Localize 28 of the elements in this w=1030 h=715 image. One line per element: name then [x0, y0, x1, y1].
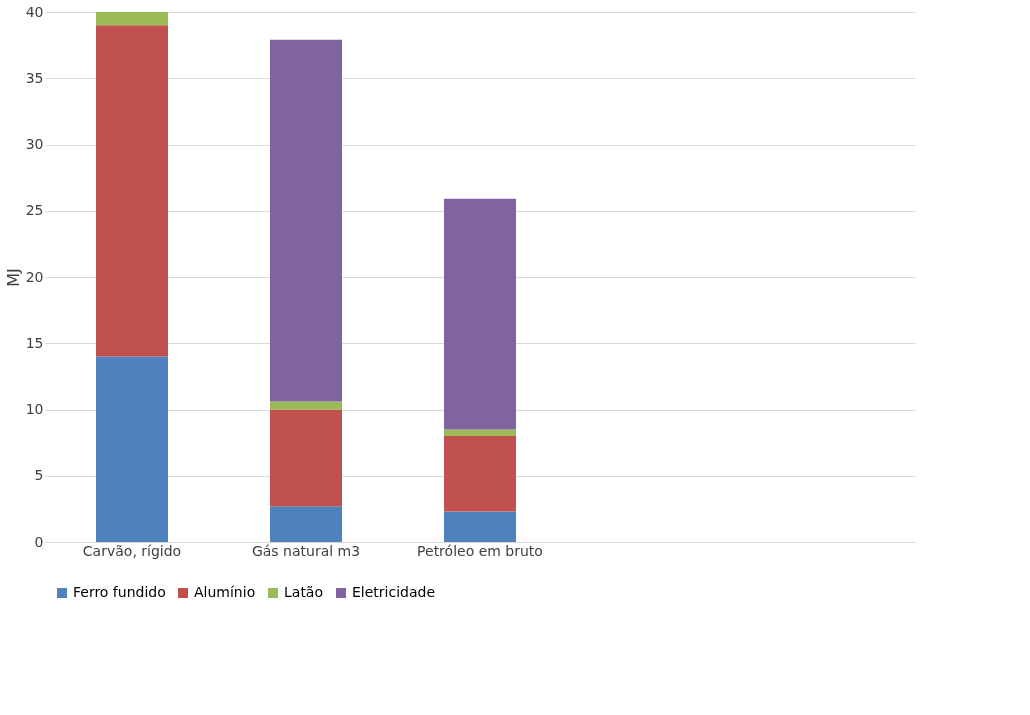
bar — [270, 506, 342, 542]
y-tick-label: 0 — [34, 533, 44, 550]
legend-label: Alumínio — [194, 584, 256, 600]
bar — [270, 39, 342, 402]
bar — [96, 356, 168, 542]
y-tick-label: 25 — [25, 202, 44, 219]
bar — [270, 401, 342, 410]
y-tick-label: 35 — [25, 69, 44, 86]
y-tick-label: 5 — [34, 467, 44, 484]
bar — [444, 436, 516, 512]
y-tick-label: 10 — [25, 401, 44, 417]
y-tick-label: 40 — [25, 3, 44, 20]
y-tick-label: 30 — [25, 136, 44, 152]
y-axis-title: MJ — [3, 268, 23, 287]
bar — [444, 429, 516, 436]
y-tick-label: 20 — [25, 268, 44, 285]
bar — [444, 511, 516, 542]
bar — [444, 198, 516, 430]
bar — [96, 12, 168, 26]
legend-label: Ferro fundido — [73, 584, 166, 600]
y-tick-label: 15 — [25, 334, 44, 351]
bar — [270, 409, 342, 507]
x-tick-label: Carvão, rígido — [82, 542, 182, 559]
legend-label: Latão — [284, 584, 324, 600]
bar — [96, 25, 168, 357]
x-tick-label: Gás natural m3 — [251, 542, 361, 559]
legend-label: Eletricidade — [352, 584, 436, 600]
x-tick-label: Petróleo em bruto — [417, 542, 543, 559]
